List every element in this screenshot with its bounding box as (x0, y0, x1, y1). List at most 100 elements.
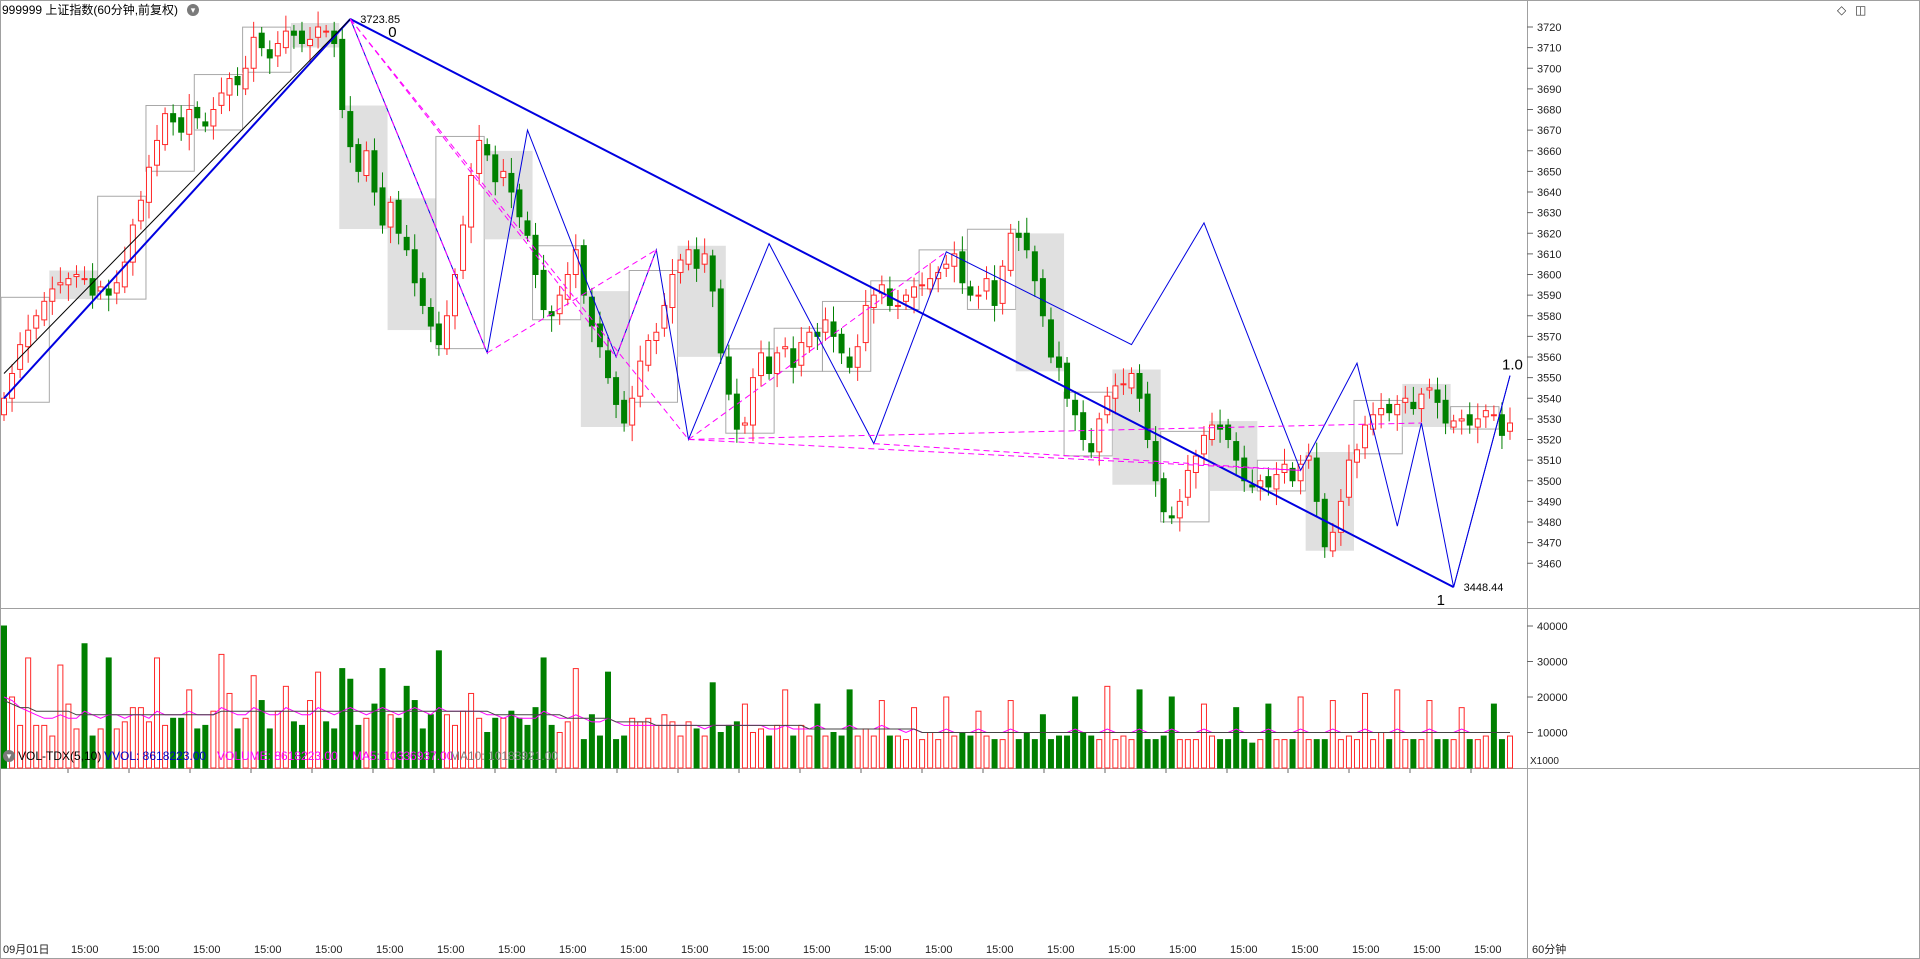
chevron-down-icon[interactable]: ▾ (187, 4, 199, 16)
candle-body (653, 331, 660, 341)
candle-body (1128, 373, 1135, 389)
fib-fan-line (688, 422, 1422, 440)
volume-bar (556, 732, 563, 769)
volume-bar (862, 728, 869, 769)
candle-body (749, 377, 756, 426)
volume-bar (1321, 739, 1328, 769)
consolidation-box (580, 291, 630, 427)
time-label: 15:00 (1291, 944, 1319, 956)
diamond-icon[interactable]: ◇ (1837, 3, 1847, 17)
volume-bar (1023, 732, 1030, 769)
volume-bar (411, 700, 418, 769)
candle-body (242, 67, 249, 90)
candle-body (1353, 449, 1360, 463)
consolidation-box (1209, 421, 1258, 491)
candle-body (387, 201, 394, 228)
candle-body (1362, 424, 1369, 449)
candle-body (1023, 232, 1030, 251)
candle-body (258, 32, 265, 49)
main-trend-line (349, 18, 1455, 588)
fib-fan-line (873, 443, 1301, 471)
volume-bar (17, 724, 24, 769)
candle-body (621, 399, 628, 424)
time-label: 15:00 (254, 944, 282, 956)
volume-bar (1007, 700, 1014, 769)
candle-body (113, 282, 120, 294)
volume-bar (741, 703, 748, 769)
candle-body (162, 113, 169, 146)
panel-icon[interactable]: ◫ (1855, 3, 1867, 17)
volume-bar (927, 732, 934, 769)
volume-bar (266, 728, 273, 769)
volume-bar (766, 735, 773, 769)
candle-body (411, 249, 418, 284)
time-label: 15:00 (681, 944, 709, 956)
volume-bar (951, 735, 958, 769)
consolidation-box (532, 245, 582, 321)
candle-body (508, 172, 515, 193)
fib-fan-line (688, 439, 1301, 471)
volume-bar (387, 714, 394, 769)
consolidation-box (1015, 233, 1065, 372)
volume-bar (669, 721, 676, 769)
time-label: 15:00 (193, 944, 221, 956)
volume-bar (999, 739, 1006, 769)
candle-body (105, 288, 112, 296)
volume-bar (878, 700, 885, 769)
price-tick-label: 3460 (1537, 558, 1561, 570)
volume-bar (403, 685, 410, 769)
volume-bar (1402, 739, 1409, 769)
time-label: 15:00 (803, 944, 831, 956)
volume-bar (1152, 739, 1159, 769)
candle-body (927, 278, 934, 290)
volume-bar (1353, 739, 1360, 769)
volume-bar (1249, 742, 1256, 769)
volume-bar (782, 689, 789, 769)
volume-bar (919, 739, 926, 769)
volume-bar (1200, 703, 1207, 769)
candle-body (1136, 373, 1143, 399)
volume-bar (363, 717, 370, 769)
candle-body (701, 253, 708, 265)
candle-body (1345, 459, 1352, 498)
volume-bar (814, 703, 821, 769)
volume-bar (588, 714, 595, 769)
volume-tick-label: 30000 (1537, 657, 1568, 669)
chevron-down-icon[interactable]: ▾ (3, 750, 15, 762)
price-tick-label: 3620 (1537, 228, 1561, 240)
zigzag-line (3, 18, 1511, 588)
volume-bar (1329, 700, 1336, 769)
volume-bar (105, 657, 112, 769)
candle-body (1225, 424, 1232, 440)
candle-body (500, 170, 507, 179)
candle-body (49, 288, 56, 302)
candle-body (9, 373, 16, 399)
candle-body (395, 199, 402, 234)
volume-bar (749, 732, 756, 769)
volume-bar (1192, 739, 1199, 769)
volume-bar (73, 728, 80, 769)
candle-body (154, 139, 161, 166)
volume-tick-label: 20000 (1537, 692, 1568, 704)
consolidation-box (145, 105, 195, 172)
volume-bar (178, 717, 185, 769)
time-label: 15:00 (498, 944, 526, 956)
candle-body (1394, 403, 1401, 416)
volume-bar (1031, 739, 1038, 769)
ma10-line (3, 700, 1510, 733)
vvol-label: VVOL: 8618223.00 (104, 749, 207, 763)
fib-fan-line (349, 18, 488, 354)
candle-body (1039, 278, 1046, 317)
candle-body (766, 356, 773, 374)
volume-bar (194, 728, 201, 769)
volume-bar (911, 707, 918, 769)
volume-bar (1434, 739, 1441, 769)
candle-body (65, 278, 72, 286)
candle-body (693, 249, 700, 269)
candle-body (363, 150, 370, 176)
volume-bar (395, 717, 402, 769)
volume-bar (645, 717, 652, 769)
candle-body (1249, 484, 1256, 488)
